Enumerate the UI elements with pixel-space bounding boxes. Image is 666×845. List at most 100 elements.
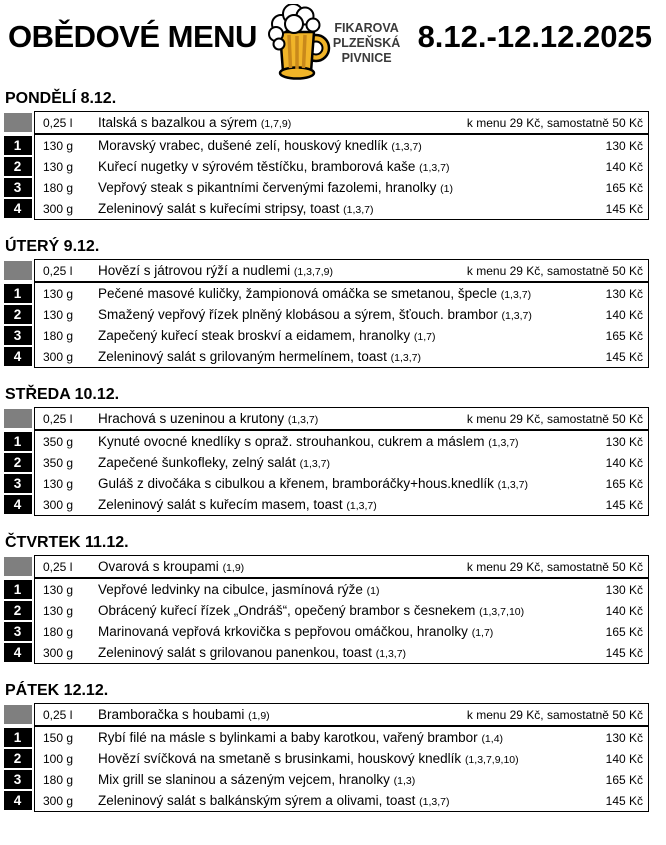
date-range: 8.12.-12.12.2025 — [417, 19, 652, 54]
menu-item-row: 4 300 g Zeleninový salát s grilovaným herm… — [3, 346, 648, 367]
price-label: 165 Kč — [605, 624, 643, 639]
menu-item-row: 2 100 g Hovězí svíčková na smetaně s brusi… — [3, 748, 648, 769]
logo-line-1: FIKAROVA — [334, 20, 399, 35]
soup-name: Ovarová s kroupami (1,9) — [98, 559, 244, 574]
allergen-codes: (1,3,7) — [375, 648, 407, 660]
restaurant-name: FIKAROVA PLZEŇSKÁ PIVNICE — [333, 21, 400, 66]
allergen-codes: (1,9) — [222, 562, 245, 574]
allergen-codes: (1) — [440, 183, 453, 195]
item-number-box: 2 — [3, 600, 32, 620]
quantity-label: 300 g — [43, 201, 74, 216]
menu-item-row: 1 150 g Rybí filé na másle s bylinkami a b… — [3, 727, 648, 748]
allergen-codes: (1,3,7) — [488, 437, 519, 449]
quantity-label: 0,25 l — [43, 559, 73, 574]
menu-item-row: 3 180 g Vepřový steak s pikantními červený… — [3, 177, 648, 198]
quantity-label: 300 g — [43, 793, 74, 808]
menu-item-row: 1 130 g Moravský vrabec, dušené zelí, hous… — [3, 135, 648, 156]
soup-price-note: k menu 29 Kč, samostatně 50 Kč — [466, 707, 643, 722]
dish-name: Marinovaná vepřová krkovička s pepřovou … — [98, 624, 493, 639]
dish-title: Zapečený kuřecí steak broskví a eidamem,… — [98, 328, 411, 343]
dish-name: Zeleninový salát s grilovaným hermelínem… — [98, 349, 421, 364]
menu-item-row: 3 180 g Zapečený kuřecí steak broskví a ei… — [3, 325, 648, 346]
price-label: 165 Kč — [605, 476, 643, 491]
price-label: 140 Kč — [605, 307, 643, 322]
allergen-codes: (1,3,7,9) — [293, 266, 333, 278]
quantity-label: 150 g — [43, 730, 74, 745]
price-label: 140 Kč — [605, 751, 643, 766]
item-number-box: 4 — [3, 198, 32, 218]
quantity-label: 130 g — [43, 476, 74, 491]
page-title: OBĚDOVÉ MENU — [8, 19, 257, 54]
quantity-label: 0,25 l — [43, 115, 73, 130]
item-number-box: 2 — [3, 748, 32, 768]
allergen-codes: (1) — [366, 585, 380, 597]
price-label: 130 Kč — [605, 730, 643, 745]
menu-item-row: 3 130 g Guláš z divočáka s cibulkou a křen… — [3, 473, 648, 494]
menu-item-row: 4 300 g Zeleninový salát s balkánským sýre… — [3, 790, 648, 811]
menu-item-row: 4 300 g Zeleninový salát s grilovanou pane… — [3, 642, 648, 663]
dish-name: Vepřový steak s pikantními červenými faz… — [98, 180, 453, 195]
item-number-box: 2 — [3, 304, 32, 324]
dish-title: Smažený vepřový řízek plněný klobásou a … — [98, 307, 498, 322]
soup-marker-box — [3, 112, 32, 132]
quantity-label: 180 g — [43, 624, 74, 639]
dish-title: Pečené masové kuličky, žampionová omáčka… — [98, 286, 497, 301]
day-heading: ÚTERÝ 9.12. — [5, 238, 100, 255]
dish-name: Pečené masové kuličky, žampionová omáčka… — [98, 286, 531, 301]
allergen-codes: (1,3,7) — [419, 162, 450, 174]
soup-name: Italská s bazalkou a sýrem (1,7,9) — [98, 115, 291, 130]
allergen-codes: (1,7) — [471, 627, 494, 639]
allergen-codes: (1,7,9) — [260, 118, 292, 130]
menu-item-row: 2 130 g Kuřecí nugetky v sýrovém těstíčku,… — [3, 156, 648, 177]
dish-title: Vepřové ledvinky na cibulce, jasmínová r… — [98, 582, 363, 597]
soup-row: 0,25 l Italská s bazalkou a sýrem (1,7,9)… — [3, 112, 648, 135]
soup-price-note: k menu 29 Kč, samostatně 50 Kč — [466, 115, 643, 130]
menu-item-row: 1 130 g Vepřové ledvinky na cibulce, jasmí… — [3, 579, 648, 600]
allergen-codes: (1,3,7) — [391, 141, 422, 153]
dish-name: Hovězí svíčková na smetaně s brusinkami,… — [98, 751, 519, 766]
item-number-box: 4 — [3, 346, 32, 366]
soup-price-note: k menu 29 Kč, samostatně 50 Kč — [466, 263, 643, 278]
dish-title: Rybí filé na másle s bylinkami a baby ka… — [98, 730, 478, 745]
price-label: 130 Kč — [605, 286, 643, 301]
allergen-codes: (1,3,7) — [287, 414, 319, 426]
day-heading: ČTVRTEK 11.12. — [5, 534, 129, 551]
dish-title: Marinovaná vepřová krkovička s pepřovou … — [98, 624, 468, 639]
dish-title: Mix grill se slaninou a sázeným vejcem, … — [98, 772, 390, 787]
item-number-box: 3 — [3, 325, 32, 345]
allergen-codes: (1,4) — [481, 733, 504, 745]
price-label: 140 Kč — [605, 159, 643, 174]
allergen-codes: (1,3,7) — [497, 479, 528, 491]
day-heading: PONDĚLÍ 8.12. — [5, 90, 117, 107]
day-menu-table: 0,25 l Italská s bazalkou a sýrem (1,7,9)… — [3, 111, 649, 220]
quantity-label: 130 g — [43, 159, 74, 174]
quantity-label: 0,25 l — [43, 411, 73, 426]
beer-mug-icon — [267, 4, 331, 82]
allergen-codes: (1,3,7) — [343, 204, 374, 216]
dish-title: Bramboračka s houbami — [98, 707, 245, 722]
dish-name: Smažený vepřový řízek plněný klobásou a … — [98, 307, 532, 322]
price-label: 145 Kč — [605, 201, 643, 216]
price-label: 145 Kč — [605, 793, 643, 808]
day-menu-table: 0,25 l Ovarová s kroupami (1,9) k menu 29 … — [3, 555, 649, 664]
dish-name: Obrácený kuřecí řízek „Ondráš“, opečený … — [98, 603, 524, 618]
dish-name: Zapečený kuřecí steak broskví a eidamem,… — [98, 328, 436, 343]
price-label: 145 Kč — [605, 645, 643, 660]
quantity-label: 180 g — [43, 772, 74, 787]
day-heading: PÁTEK 12.12. — [5, 682, 109, 699]
allergen-codes: (1,3) — [393, 775, 416, 787]
soup-marker-box — [3, 408, 32, 428]
dish-title: Zeleninový salát s kuřecím masem, toast — [98, 497, 343, 512]
price-label: 140 Kč — [605, 455, 643, 470]
soup-name: Hovězí s játrovou rýží a nudlemi (1,3,7,… — [98, 263, 333, 278]
item-number-box: 3 — [3, 473, 32, 493]
dish-title: Vepřový steak s pikantními červenými faz… — [98, 180, 437, 195]
soup-name: Hrachová s uzeninou a krutony (1,3,7) — [98, 411, 318, 426]
item-number-box: 4 — [3, 642, 32, 662]
menu-days: PONDĚLÍ 8.12. 0,25 l Italská s bazalkou a… — [0, 90, 666, 812]
quantity-label: 300 g — [43, 497, 74, 512]
soup-price-note: k menu 29 Kč, samostatně 50 Kč — [466, 559, 643, 574]
dish-name: Zeleninový salát s grilovanou panenkou, … — [98, 645, 406, 660]
quantity-label: 130 g — [43, 603, 74, 618]
dish-name: Guláš z divočáka s cibulkou a křenem, br… — [98, 476, 528, 491]
